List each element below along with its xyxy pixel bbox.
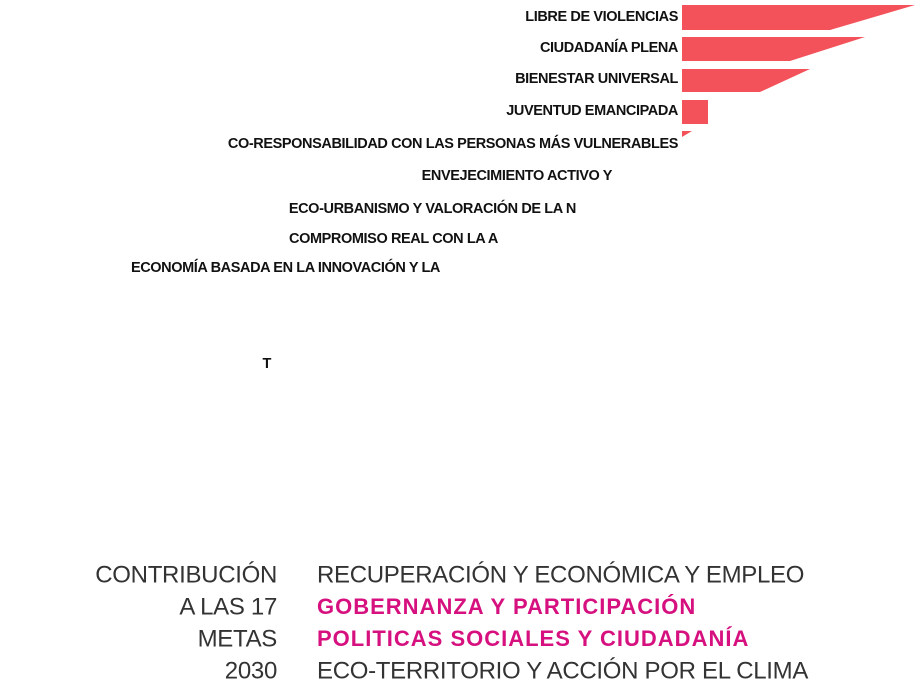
- shape: [682, 131, 692, 137]
- legend-item: GOBERNANZA Y PARTICIPACIÓN: [317, 594, 696, 619]
- shape: [682, 69, 810, 92]
- shape: [682, 37, 865, 61]
- row-label: ECO-URBANISMO Y VALORACIÓN DE LA N: [289, 199, 576, 217]
- contribution-line: A LAS 17: [179, 593, 277, 620]
- contribution-line: METAS: [198, 625, 277, 652]
- row-label: JUVENTUD EMANCIPADA: [506, 103, 679, 119]
- row-label: ECONOMÍA BASADA EN LA INNOVACIÓN Y LA: [131, 258, 441, 276]
- contribution-line: 2030: [225, 657, 277, 684]
- letter: T: [263, 356, 272, 372]
- legend-item: RECUPERACIÓN Y ECONÓMICA Y EMPLEO: [317, 561, 804, 588]
- row-label: ENVEJECIMIENTO ACTIVO Y: [422, 168, 613, 184]
- row-label: CIUDADANÍA PLENA: [540, 39, 679, 56]
- row-label: CO-RESPONSABILIDAD CON LAS PERSONAS MÁS …: [228, 135, 679, 152]
- shape: [682, 5, 915, 30]
- legend-item: POLITICAS SOCIALES Y CIUDADANÍA: [317, 626, 749, 651]
- shape: [682, 100, 708, 124]
- row-label: COMPROMISO REAL CON LA A: [289, 231, 499, 247]
- row-label: LIBRE DE VIOLENCIAS: [525, 9, 678, 25]
- row-label: BIENESTAR UNIVERSAL: [515, 71, 678, 87]
- shapes: [682, 5, 915, 137]
- contribution-line: CONTRIBUCIÓN: [95, 561, 277, 588]
- legend-item: ECO-TERRITORIO Y ACCIÓN POR EL CLIMA: [317, 657, 808, 684]
